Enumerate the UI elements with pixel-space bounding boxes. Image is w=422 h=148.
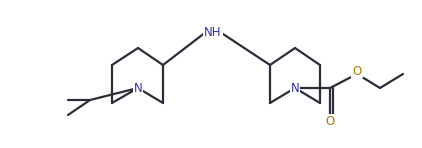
Text: O: O [352,65,362,78]
Text: O: O [325,115,335,127]
Text: N: N [291,82,299,95]
Text: NH: NH [204,25,222,38]
Text: N: N [134,82,142,95]
